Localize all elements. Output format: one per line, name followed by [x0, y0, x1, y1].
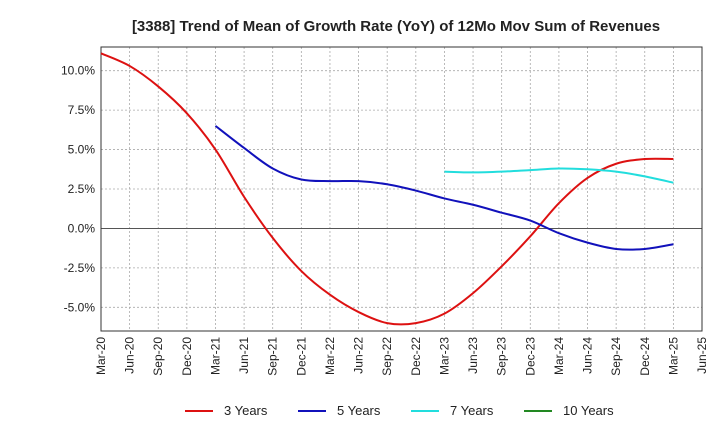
x-tick-label: Dec-23	[523, 337, 537, 376]
y-tick-label: 5.0%	[68, 143, 96, 157]
legend-label-5-years: 5 Years	[337, 403, 381, 418]
series-line-7-years	[444, 167, 674, 184]
legend-label-7-years: 7 Years	[450, 403, 494, 418]
x-tick-label: Mar-22	[323, 337, 337, 375]
y-tick-label: -5.0%	[64, 300, 96, 314]
x-tick-label: Mar-20	[94, 337, 108, 375]
x-tick-label: Dec-21	[294, 337, 308, 376]
x-tick-label: Sep-23	[495, 337, 509, 376]
y-tick-label: 10.0%	[61, 64, 95, 78]
series-line-3-years	[100, 52, 674, 326]
legend-label-10-years: 10 Years	[563, 403, 614, 418]
x-tick-label: Sep-21	[266, 337, 280, 376]
x-tick-label: Jun-25	[695, 337, 709, 374]
x-tick-label: Jun-24	[581, 337, 595, 374]
legend-label-3-years: 3 Years	[224, 403, 268, 418]
x-tick-label: Mar-21	[208, 337, 222, 375]
axes: Mar-20 Jun-20 Sep-20 Dec-20 Mar-21 Jun-21 Sep-…	[61, 46, 709, 376]
grid	[101, 47, 702, 331]
y-tick-label: 7.5%	[68, 103, 96, 117]
x-tick-label: Jun-23	[466, 337, 480, 374]
chart-title: [3388] Trend of Mean of Growth Rate (YoY…	[132, 18, 660, 35]
x-tick-label: Mar-23	[437, 337, 451, 375]
x-tick-label: Sep-20	[151, 337, 165, 376]
legend: 3 Years 5 Years 7 Years 10 Years	[185, 403, 614, 418]
x-tick-label: Jun-22	[352, 337, 366, 374]
plot-frame	[100, 46, 703, 332]
x-tick-label: Sep-24	[609, 337, 623, 376]
x-tick-label: Jun-21	[237, 337, 251, 374]
x-tick-label: Sep-22	[380, 337, 394, 376]
y-tick-label: 0.0%	[68, 221, 96, 235]
x-tick-label: Mar-25	[666, 337, 680, 375]
x-tick-label: Dec-22	[409, 337, 423, 376]
y-tick-label: -2.5%	[64, 261, 96, 275]
y-tick-label: 2.5%	[68, 182, 96, 196]
series-line-5-years	[214, 125, 674, 251]
x-tick-label: Jun-20	[123, 337, 137, 374]
x-tick-label: Mar-24	[552, 337, 566, 375]
x-tick-label: Dec-24	[638, 337, 652, 376]
x-tick-label: Dec-20	[180, 337, 194, 376]
series-lines	[100, 52, 674, 326]
